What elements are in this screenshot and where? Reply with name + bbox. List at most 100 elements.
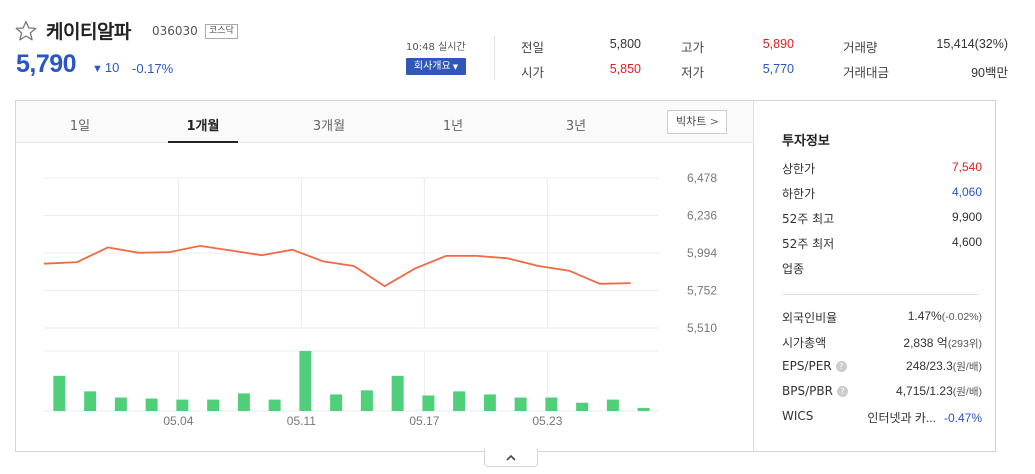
volume-bar bbox=[453, 391, 466, 411]
volume-bar bbox=[237, 393, 250, 411]
investment-label: 외국인비율 bbox=[782, 309, 837, 326]
help-icon[interactable]: ? bbox=[835, 361, 847, 372]
investment-label: 상한가 bbox=[782, 162, 816, 176]
investment-info-panel: 투자정보 상한가 7,540 하한가 4,060 52주 최고 9,900 52주 최저 4,… bbox=[753, 101, 996, 451]
investment-value-main: 1.47% bbox=[907, 309, 942, 323]
investment-row: EPS/PER? 248/23.3(원/배) bbox=[782, 359, 982, 377]
volume-bar bbox=[545, 397, 558, 411]
quote-label: 전일 bbox=[521, 40, 545, 55]
quote-label: 거래량 bbox=[843, 40, 878, 55]
investment-value: 인터넷과 카... -0.47% bbox=[867, 409, 982, 426]
volume-bar bbox=[268, 399, 281, 411]
tab-period[interactable]: 1년 bbox=[442, 119, 464, 134]
tab-period[interactable]: 3개월 bbox=[312, 119, 346, 134]
volume-bar bbox=[145, 398, 158, 411]
investment-value-main: 인터넷과 카... bbox=[867, 411, 936, 425]
investment-label: 52주 최고 bbox=[782, 212, 835, 226]
collapse-button[interactable] bbox=[484, 449, 538, 467]
volume-bar bbox=[114, 397, 127, 411]
investment-row: 52주 최저 4,600 bbox=[782, 235, 982, 253]
volume-bar bbox=[299, 351, 312, 411]
investment-value: 2,838 억(293위) bbox=[903, 334, 982, 351]
volume-bar bbox=[330, 394, 343, 411]
investment-value: 1.47%(-0.02%) bbox=[908, 309, 982, 323]
active-tab-underline bbox=[168, 141, 238, 143]
tab-period[interactable]: 1개월 bbox=[186, 119, 220, 134]
investment-label-text: BPS/PBR bbox=[782, 384, 833, 398]
quote-label: 시가 bbox=[521, 65, 545, 80]
star-icon[interactable] bbox=[14, 19, 38, 43]
investment-value: 4,060 bbox=[951, 185, 982, 199]
investment-label: 시가총액 bbox=[782, 334, 826, 351]
stock-header: 케이티알파 036030 코스닥 5,790 ▼ 10 -0.17% 10:48 … bbox=[0, 0, 1035, 96]
investment-label-text: 시가총액 bbox=[782, 336, 827, 350]
volume-bar bbox=[483, 394, 496, 411]
volume-bar bbox=[176, 399, 189, 411]
y-tick-label: 6,236 bbox=[687, 209, 717, 223]
big-chart-label: 빅차트 bbox=[676, 115, 707, 128]
help-icon[interactable]: ? bbox=[836, 386, 848, 397]
quote-label: 거래대금 bbox=[843, 65, 890, 80]
market-badge: 코스닥 bbox=[205, 24, 238, 39]
investment-label: 하한가 bbox=[782, 187, 816, 201]
down-arrow-icon: ▼ bbox=[92, 63, 103, 75]
investment-info-title: 투자정보 bbox=[782, 134, 830, 149]
divider bbox=[782, 294, 979, 295]
quote-label: 고가 bbox=[681, 40, 705, 55]
investment-value: 7,540 bbox=[951, 160, 982, 174]
investment-row: 외국인비율 1.47%(-0.02%) bbox=[782, 309, 982, 327]
change-amount: 10 bbox=[104, 60, 120, 75]
volume-bar bbox=[53, 375, 66, 411]
investment-row: 업종 bbox=[782, 260, 982, 278]
quote-value: 5,850 bbox=[609, 62, 641, 76]
investment-value: 4,600 bbox=[951, 235, 982, 249]
quote-value: 5,890 bbox=[762, 37, 794, 51]
price-line bbox=[43, 244, 631, 288]
quote-value: 5,770 bbox=[762, 62, 794, 76]
investment-value-main: 2,838 억 bbox=[903, 336, 948, 350]
quote-value: 15,414(32%) bbox=[936, 37, 1008, 51]
investment-value: 9,900 bbox=[951, 210, 982, 224]
investment-label: 52주 최저 bbox=[782, 237, 835, 251]
investment-value-sub: (원/배) bbox=[952, 386, 982, 398]
investment-value-sub: (원/배) bbox=[952, 361, 982, 373]
y-tick-label: 5,994 bbox=[687, 246, 717, 260]
price-chart: 6,478 6,236 5,994 5,752 5,510 05.04 05.11 05.17… bbox=[16, 143, 753, 453]
quote-label: 저가 bbox=[681, 65, 705, 80]
investment-row: 시가총액 2,838 억(293위) bbox=[782, 334, 982, 352]
investment-value-sub: (293위) bbox=[947, 338, 982, 350]
company-overview-button[interactable]: 회사개요 ▼ bbox=[406, 58, 466, 75]
investment-row: BPS/PBR? 4,715/1.23(원/배) bbox=[782, 384, 982, 402]
investment-value-sub: (-0.02%) bbox=[941, 311, 982, 323]
stock-name: 케이티알파 bbox=[46, 21, 131, 43]
tab-period[interactable]: 3년 bbox=[565, 119, 587, 134]
investment-label: WICS bbox=[782, 409, 813, 423]
investment-value: 4,715/1.23(원/배) bbox=[896, 384, 982, 399]
chevron-right-icon: > bbox=[709, 115, 719, 128]
investment-label: BPS/PBR? bbox=[782, 384, 848, 398]
period-tabs: 1일 1개월 3개월 1년 3년 빅차트 > bbox=[16, 101, 753, 143]
tab-period[interactable]: 1일 bbox=[69, 119, 91, 134]
big-chart-button[interactable]: 빅차트 > bbox=[667, 110, 727, 134]
investment-label-text: WICS bbox=[782, 409, 814, 423]
investment-label-text: 외국인비율 bbox=[782, 311, 838, 325]
quote-value: 5,800 bbox=[609, 37, 641, 51]
x-tick-label: 05.23 bbox=[532, 414, 562, 428]
volume-bar bbox=[84, 391, 97, 411]
y-tick-label: 6,478 bbox=[687, 171, 717, 185]
investment-label: 업종 bbox=[782, 262, 805, 276]
investment-value-main: 4,715/1.23 bbox=[896, 384, 953, 398]
volume-bar bbox=[207, 399, 220, 411]
volume-bar bbox=[637, 407, 650, 411]
y-tick-label: 5,510 bbox=[687, 321, 717, 335]
caret-down-icon: ▼ bbox=[452, 63, 459, 71]
x-tick-label: 05.04 bbox=[163, 414, 193, 428]
chart-panel: 1일 1개월 3개월 1년 3년 빅차트 > 6,478 6,236 5,994 5,752 5,… bbox=[15, 100, 996, 452]
investment-value-sub: -0.47% bbox=[943, 411, 982, 425]
volume-bar bbox=[391, 375, 404, 411]
chevron-up-icon bbox=[506, 454, 516, 461]
chart-svg: 6,478 6,236 5,994 5,752 5,510 05.04 05.11 05.17… bbox=[43, 171, 717, 428]
divider bbox=[494, 36, 495, 80]
volume-bar bbox=[576, 402, 589, 411]
investment-row: 상한가 7,540 bbox=[782, 160, 982, 178]
